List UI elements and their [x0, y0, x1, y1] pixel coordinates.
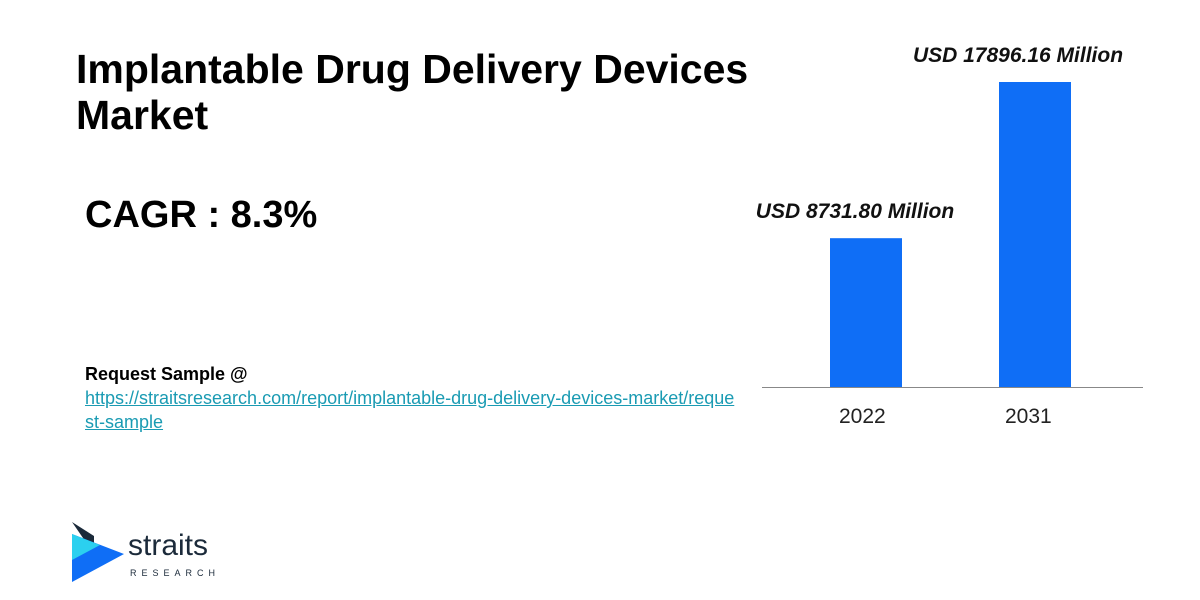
cagr-value: CAGR : 8.3% [85, 194, 318, 236]
request-sample-label: Request Sample @ [85, 364, 248, 384]
request-sample: Request Sample @ https://straitsresearch… [85, 362, 745, 434]
request-sample-link[interactable]: https://straitsresearch.com/report/impla… [85, 388, 735, 432]
data-label-2031: USD 17896.16 Million [913, 44, 1123, 67]
logo-subtitle: RESEARCH [130, 568, 221, 578]
straits-arrow-logo-icon [72, 522, 124, 582]
page-title: Implantable Drug Delivery Devices Market [76, 46, 749, 138]
x-tick-label-2022: 2022 [839, 405, 886, 428]
logo-wordmark: straits [128, 529, 209, 562]
bar-2031 [999, 82, 1071, 387]
x-tick-label-2031: 2031 [1005, 405, 1052, 428]
data-label-2022: USD 8731.80 Million [756, 200, 954, 223]
bar-2022 [830, 238, 902, 387]
straits-research-logo: straits RESEARCH [70, 520, 240, 584]
